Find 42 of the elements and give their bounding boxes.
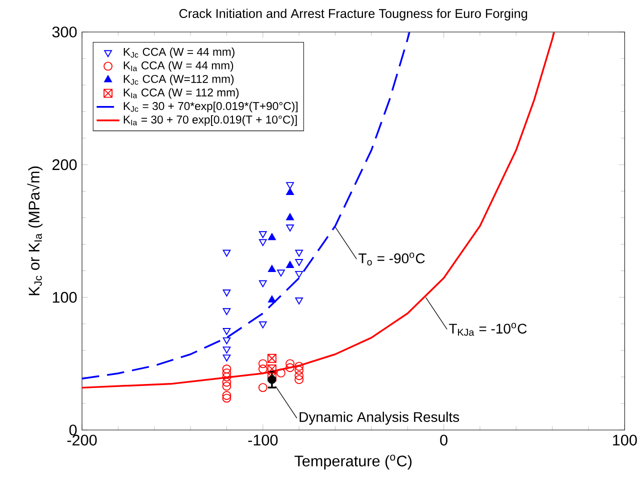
point: [277, 270, 285, 277]
point: [286, 224, 294, 232]
point: [258, 231, 267, 238]
point: [295, 270, 304, 278]
annotation: T$_{o}$ = -90$^{o}$C: [358, 252, 425, 266]
legend-label: K$_{Jc}$ CCA (W=112 mm): [124, 74, 234, 86]
point: [258, 280, 267, 288]
y-tick-label: 0: [69, 424, 77, 436]
x-axis-title: Temperature ($^{o}$C): [294, 454, 412, 470]
annotation: Dynamic Analysis Results: [300, 412, 460, 425]
point: [222, 308, 231, 316]
point: [267, 364, 276, 374]
x-tick-label: -100: [248, 434, 278, 446]
legend-label: K$_{Ia}$ = 30 + 70 exp[0.019(T + 10°C)]: [124, 115, 297, 126]
y-tick-label: 200: [52, 159, 77, 170]
point: [268, 375, 276, 384]
point: [222, 290, 231, 296]
line-series: [82, 32, 555, 389]
point: [295, 259, 304, 266]
point: [258, 239, 267, 246]
x-tick-label: 100: [613, 434, 637, 446]
y-tick-label: 100: [52, 292, 77, 303]
y-axis-title: K$_{Jc}$ or K$_{Ia}$ (MPa√m): [27, 166, 43, 296]
legend-label: K$_{Ia}$ CCA (W = 112 mm): [124, 88, 239, 99]
point: [286, 182, 294, 190]
point: [295, 250, 304, 257]
x-tick-label: 0: [440, 434, 448, 446]
point: [295, 298, 304, 304]
point: [222, 328, 231, 335]
legend-label: K$_{Jc}$ CCA (W = 44 mm): [124, 48, 234, 58]
point: [222, 346, 231, 354]
line-series: [82, 32, 410, 380]
point: [222, 337, 231, 344]
annotation: T$_{KJa}$ = -10$^{o}$C: [449, 322, 527, 336]
x-tick-label: -200: [67, 434, 97, 446]
point: [222, 354, 231, 362]
point: [258, 321, 267, 328]
legend-label: K$_{Jc}$ = 30 + 70*exp[0.019*(T+90°C)]: [124, 102, 298, 112]
legend-label: K$_{Ia}$ CCA (W = 44 mm): [124, 61, 234, 72]
y-tick-label: 300: [52, 26, 77, 38]
chart-title: Crack Initiation and Arrest Fracture Tougness for Euro Forging: [179, 8, 528, 21]
point: [222, 250, 231, 257]
